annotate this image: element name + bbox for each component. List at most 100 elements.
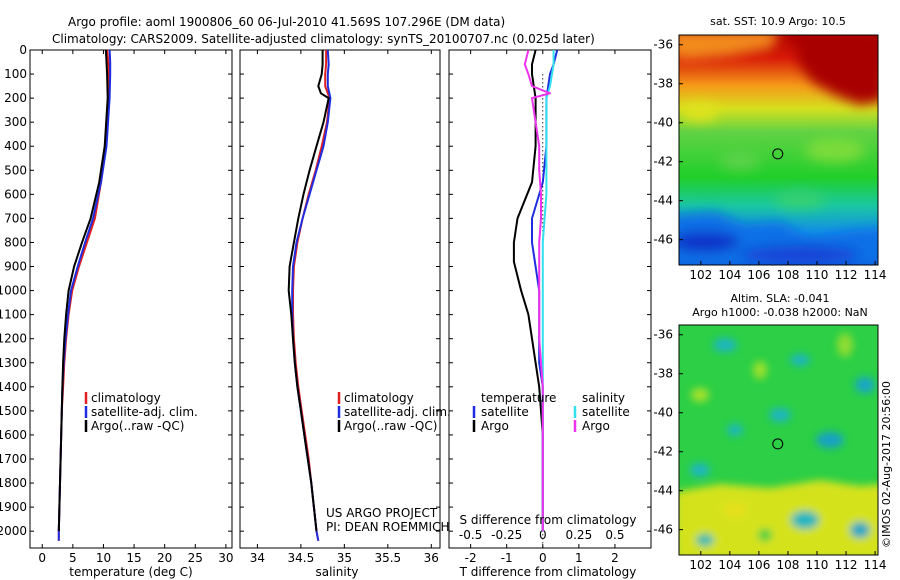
map-lon-label: 104	[718, 558, 741, 572]
x-tick-label: 10	[96, 551, 111, 565]
sla-map-frame	[678, 324, 879, 556]
map-lat-label: -46	[653, 233, 673, 247]
map-lon-label: 110	[806, 558, 829, 572]
depth-tick-label: 700	[4, 211, 27, 225]
legend-label: Argo(..raw -QC)	[344, 419, 437, 433]
map-lon-label: 106	[747, 558, 770, 572]
series-line-argo-raw-qc	[287, 50, 330, 532]
map-lat-label: -40	[653, 116, 673, 130]
temperature-legend: climatology satellite-adj. clim. Argo(..…	[84, 391, 198, 433]
map-lat-label: -38	[653, 367, 673, 381]
x-tick-label: 2	[611, 551, 619, 565]
sst-map-frame	[678, 34, 879, 266]
s-diff-tick-label: -0.25	[491, 528, 522, 542]
x-tick-label: 34.5	[288, 551, 315, 565]
x-tick-label: 1	[575, 551, 583, 565]
x-tick-label: 5	[69, 551, 77, 565]
sla-map-subtitle: Argo h1000: -0.038 h2000: NaN	[692, 306, 868, 319]
argo-position-marker	[772, 438, 784, 450]
x-tick-label: 35.5	[374, 551, 401, 565]
depth-tick-label: 1500	[0, 404, 27, 418]
legend-group-title-salinity: salinity	[582, 391, 625, 405]
map-lat-label: -42	[653, 155, 673, 169]
legend-label: Argo	[582, 419, 610, 433]
salinity-profile-lines	[287, 50, 332, 541]
sst-map-axes: 102 104 106 108 110 112 114 -36 -38 -40 -42 -44 -46	[653, 38, 886, 282]
map-lon-label: 114	[864, 268, 887, 282]
map-lon-label: 112	[835, 268, 858, 282]
depth-tick-label: 1700	[0, 452, 27, 466]
sst-map-title: sat. SST: 10.9 Argo: 10.5	[710, 15, 846, 28]
argo-position-marker	[772, 148, 784, 160]
legend-group-title-temperature: temperature	[481, 391, 556, 405]
map-lon-label: 106	[747, 268, 770, 282]
map-lon-label: 108	[776, 268, 799, 282]
depth-tick-label: 100	[4, 67, 27, 81]
sla-map-field	[679, 325, 878, 555]
sst-map-field	[679, 35, 878, 265]
map-lat-label: -42	[653, 445, 673, 459]
map-lat-label: -46	[653, 523, 673, 537]
map-lat-label: -40	[653, 406, 673, 420]
depth-axis: 0 100 200 300 400 500 600 700 800 900 1000 1100 1200…	[0, 43, 651, 538]
x-tick-label: 0	[38, 551, 46, 565]
x-tick-label: 34	[250, 551, 265, 565]
depth-tick-label: 300	[4, 115, 27, 129]
x-tick-label: 0	[539, 551, 547, 565]
map-lon-label: 108	[776, 558, 799, 572]
legend-label: climatology	[344, 391, 414, 405]
map-lat-label: -44	[653, 194, 673, 208]
temperature-axis-label: temperature (deg C)	[69, 565, 192, 579]
depth-tick-label: 900	[4, 260, 27, 274]
s-diff-tick-label: 0.25	[565, 528, 592, 542]
depth-tick-label: 1600	[0, 428, 27, 442]
x-tick-label: -1	[501, 551, 513, 565]
legend-label: Argo(..raw -QC)	[91, 419, 184, 433]
series-line-salinity-argo	[523, 50, 551, 532]
t-difference-axis-label: T difference from climatology	[459, 565, 637, 579]
map-lat-label: -44	[653, 484, 673, 498]
map-lon-label: 102	[689, 558, 712, 572]
salinity-legend: climatology satellite-adj. clim. Argo(..…	[337, 391, 451, 433]
map-lon-label: 114	[864, 558, 887, 572]
depth-tick-label: 0	[19, 43, 27, 57]
depth-tick-label: 600	[4, 187, 27, 201]
legend-label: climatology	[91, 391, 161, 405]
legend-label: Argo	[481, 419, 509, 433]
legend-label: satellite	[582, 405, 630, 419]
salinity-panel-frame	[239, 49, 441, 549]
project-credit: US ARGO PROJECT	[326, 506, 438, 520]
imos-watermark: ©IMOS 02-Aug-2017 20:56:00	[880, 381, 893, 548]
depth-tick-label: 800	[4, 235, 27, 249]
sla-map-axes: 102 104 106 108 110 112 114 -36 -38 -40 -42 -44 -46	[653, 328, 886, 572]
depth-tick-label: 1200	[0, 332, 27, 346]
sst-map: sat. SST: 10.9 Argo: 10.5 102 104 106 108 11…	[653, 15, 886, 282]
s-diff-tick-label: -0.5	[459, 528, 482, 542]
salinity-x-axis: 34 34.5 35 35.5 36	[250, 50, 439, 565]
x-tick-label: -2	[465, 551, 477, 565]
x-tick-label: 36	[424, 551, 439, 565]
temperature-x-axis: 0 5 10 15 20 25 30	[38, 50, 234, 565]
depth-tick-label: 200	[4, 91, 27, 105]
x-tick-label: 25	[188, 551, 203, 565]
map-lon-label: 110	[806, 268, 829, 282]
sla-map: Altim. SLA: -0.041 Argo h1000: -0.038 h2…	[653, 292, 886, 572]
map-lat-label: -38	[653, 77, 673, 91]
difference-profile-lines	[512, 50, 559, 532]
difference-x-axis: -2 -1 0 1 2	[465, 50, 619, 565]
difference-panel-frame	[448, 49, 652, 549]
map-lon-label: 102	[689, 268, 712, 282]
x-tick-label: 15	[126, 551, 141, 565]
map-lat-label: -36	[653, 328, 673, 342]
figure-title-line2: Climatology: CARS2009. Satellite-adjuste…	[52, 32, 595, 46]
x-tick-label: 35	[337, 551, 352, 565]
map-lon-label: 104	[718, 268, 741, 282]
s-diff-tick-label: 0.5	[605, 528, 624, 542]
salinity-axis-label: salinity	[315, 565, 358, 579]
x-tick-label: 20	[157, 551, 172, 565]
difference-legend: temperature satellite Argo salinity sate…	[472, 391, 630, 433]
depth-tick-label: 500	[4, 163, 27, 177]
depth-tick-label: 1900	[0, 500, 27, 514]
depth-tick-label: 1000	[0, 284, 27, 298]
